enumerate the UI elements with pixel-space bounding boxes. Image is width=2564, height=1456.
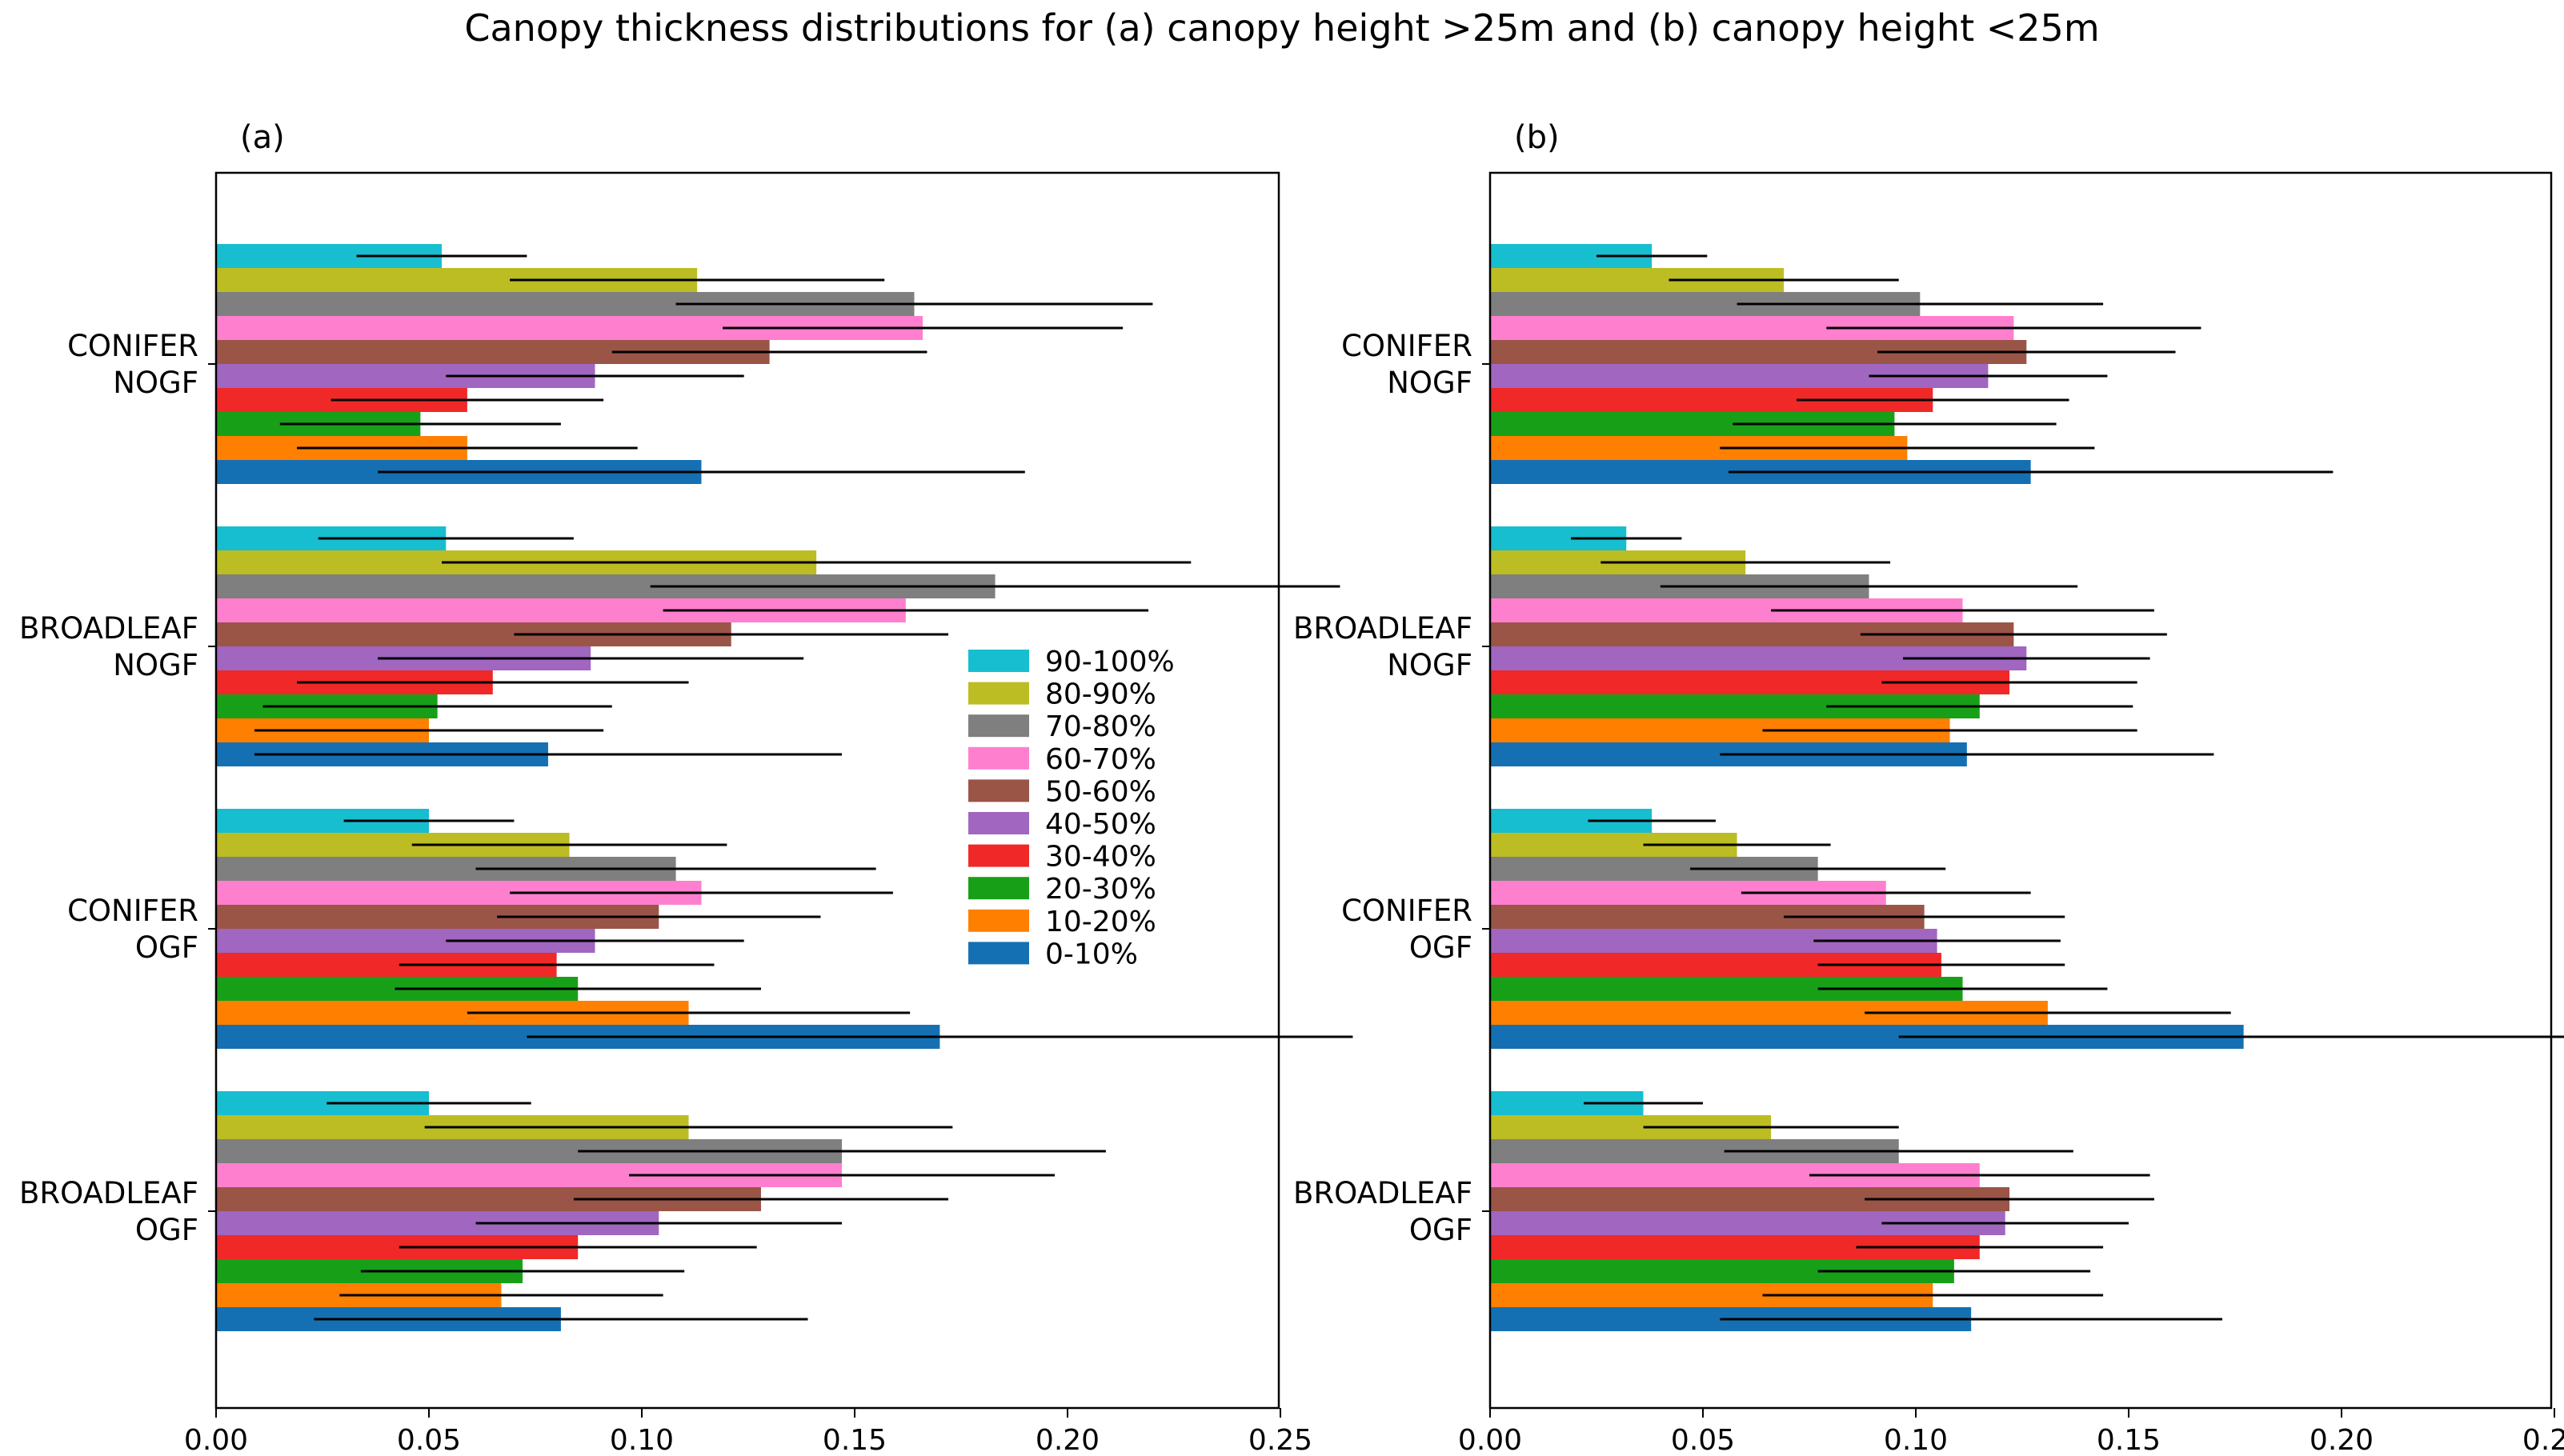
axes-frame — [1488, 171, 2553, 1410]
category-label: OGF — [1409, 930, 1472, 965]
legend-swatch — [968, 877, 1029, 900]
figure-title: Canopy thickness distributions for (a) c… — [464, 6, 2100, 50]
x-tick-label: 0.10 — [1884, 1424, 1948, 1456]
x-tick-label: 0.15 — [823, 1424, 887, 1456]
legend-label: 20-30% — [1045, 873, 1156, 906]
panel-label: (a) — [240, 119, 285, 156]
category-label: BROADLEAF — [1293, 1176, 1472, 1210]
legend-label: 30-40% — [1045, 841, 1156, 874]
panel-label: (b) — [1514, 119, 1560, 156]
category-label: OGF — [1409, 1213, 1472, 1247]
x-tick-label: 0.10 — [610, 1424, 674, 1456]
category-label: BROADLEAF — [19, 1176, 198, 1210]
legend-label: 80-90% — [1045, 678, 1156, 711]
x-tick-label: 0.05 — [397, 1424, 461, 1456]
x-tick-label: 0.00 — [1458, 1424, 1522, 1456]
x-tick-label: 0.25 — [2522, 1424, 2564, 1456]
legend-swatch — [968, 682, 1029, 705]
category-label: NOGF — [113, 648, 198, 682]
category-label: CONIFER — [1341, 329, 1472, 363]
category-label: CONIFER — [67, 894, 198, 928]
legend-swatch — [968, 909, 1029, 932]
x-tick-label: 0.00 — [184, 1424, 248, 1456]
legend-swatch — [968, 746, 1029, 770]
category-label: OGF — [135, 1213, 198, 1247]
legend-label: 50-60% — [1045, 775, 1156, 808]
category-label: NOGF — [1387, 366, 1472, 400]
category-label: NOGF — [1387, 648, 1472, 682]
category-label: CONIFER — [1341, 894, 1472, 928]
x-tick-label: 0.25 — [1248, 1424, 1312, 1456]
category-label: CONIFER — [67, 329, 198, 363]
panel-a: (a)CONIFERNOGFBROADLEAFNOGFCONIFEROGFBRO… — [19, 119, 1353, 1456]
legend-label: 60-70% — [1045, 743, 1156, 776]
x-tick-label: 0.15 — [2097, 1424, 2161, 1456]
legend-label: 0-10% — [1045, 938, 1138, 970]
x-tick-label: 0.05 — [1671, 1424, 1735, 1456]
category-label: BROADLEAF — [19, 611, 198, 646]
category-label: OGF — [135, 930, 198, 965]
category-label: BROADLEAF — [1293, 611, 1472, 646]
legend-swatch — [968, 844, 1029, 867]
legend-label: 70-80% — [1045, 710, 1156, 743]
legend-swatch — [968, 779, 1029, 802]
legend-swatch — [968, 650, 1029, 672]
legend-swatch — [968, 714, 1029, 738]
x-tick-label: 0.20 — [2310, 1424, 2374, 1456]
legend-label: 40-50% — [1045, 808, 1156, 841]
legend-label: 10-20% — [1045, 906, 1156, 938]
legend-swatch — [968, 812, 1029, 834]
category-label: NOGF — [113, 366, 198, 400]
panel-b: (b)CONIFERNOGFBROADLEAFNOGFCONIFEROGFBRO… — [1293, 119, 2564, 1456]
legend-label: 90-100% — [1045, 646, 1175, 678]
axes-frame — [214, 171, 1280, 1410]
legend: 90-100%80-90%70-80%60-70%50-60%40-50%30-… — [968, 646, 1175, 970]
x-tick-label: 0.20 — [1036, 1424, 1100, 1456]
legend-swatch — [968, 942, 1029, 965]
